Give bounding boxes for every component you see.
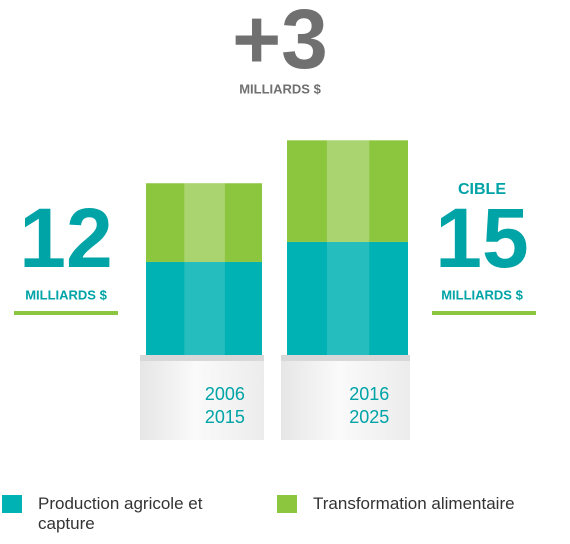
left-value: 12 xyxy=(19,191,112,285)
bar-highlight xyxy=(184,183,225,262)
x-tick-label: 2015 xyxy=(205,407,245,427)
bar-highlight xyxy=(184,261,225,355)
bar-highlight xyxy=(326,140,370,242)
legend-item: Production agricole et capture xyxy=(2,494,232,534)
top-unit: MILLIARDS $ xyxy=(239,81,321,96)
legend-swatch xyxy=(277,495,297,513)
legend-swatch xyxy=(2,495,22,513)
underline xyxy=(14,311,118,315)
bar-segment xyxy=(146,183,262,262)
right-label: CIBLE xyxy=(458,181,506,198)
x-tick-label: 2016 xyxy=(349,384,389,404)
right-unit: MILLIARDS $ xyxy=(441,287,523,302)
legend: Production agricole et capture Transforma… xyxy=(0,494,570,544)
underline xyxy=(432,311,536,315)
bar-segment xyxy=(287,140,408,242)
left-unit: MILLIARDS $ xyxy=(25,287,107,302)
bar-segment xyxy=(287,241,408,355)
legend-item: Transformation alimentaire xyxy=(277,494,567,514)
legend-label: Production agricole et capture xyxy=(38,494,203,533)
x-tick-label: 2006 xyxy=(205,384,245,404)
pedestal xyxy=(281,355,410,440)
right-value: 15 xyxy=(435,191,528,285)
bar-highlight xyxy=(326,241,370,355)
bar-segment xyxy=(146,261,262,355)
pedestal xyxy=(140,355,264,440)
pedestal-shadow xyxy=(140,355,264,361)
chart: +3 MILLIARDS $ 12 MILLIARDS $ CIBLE 15 M… xyxy=(14,0,536,440)
pedestal-shadow xyxy=(281,355,410,361)
x-tick-label: 2025 xyxy=(349,407,389,427)
legend-label: Transformation alimentaire xyxy=(313,494,515,513)
top-value: +3 xyxy=(232,0,328,86)
